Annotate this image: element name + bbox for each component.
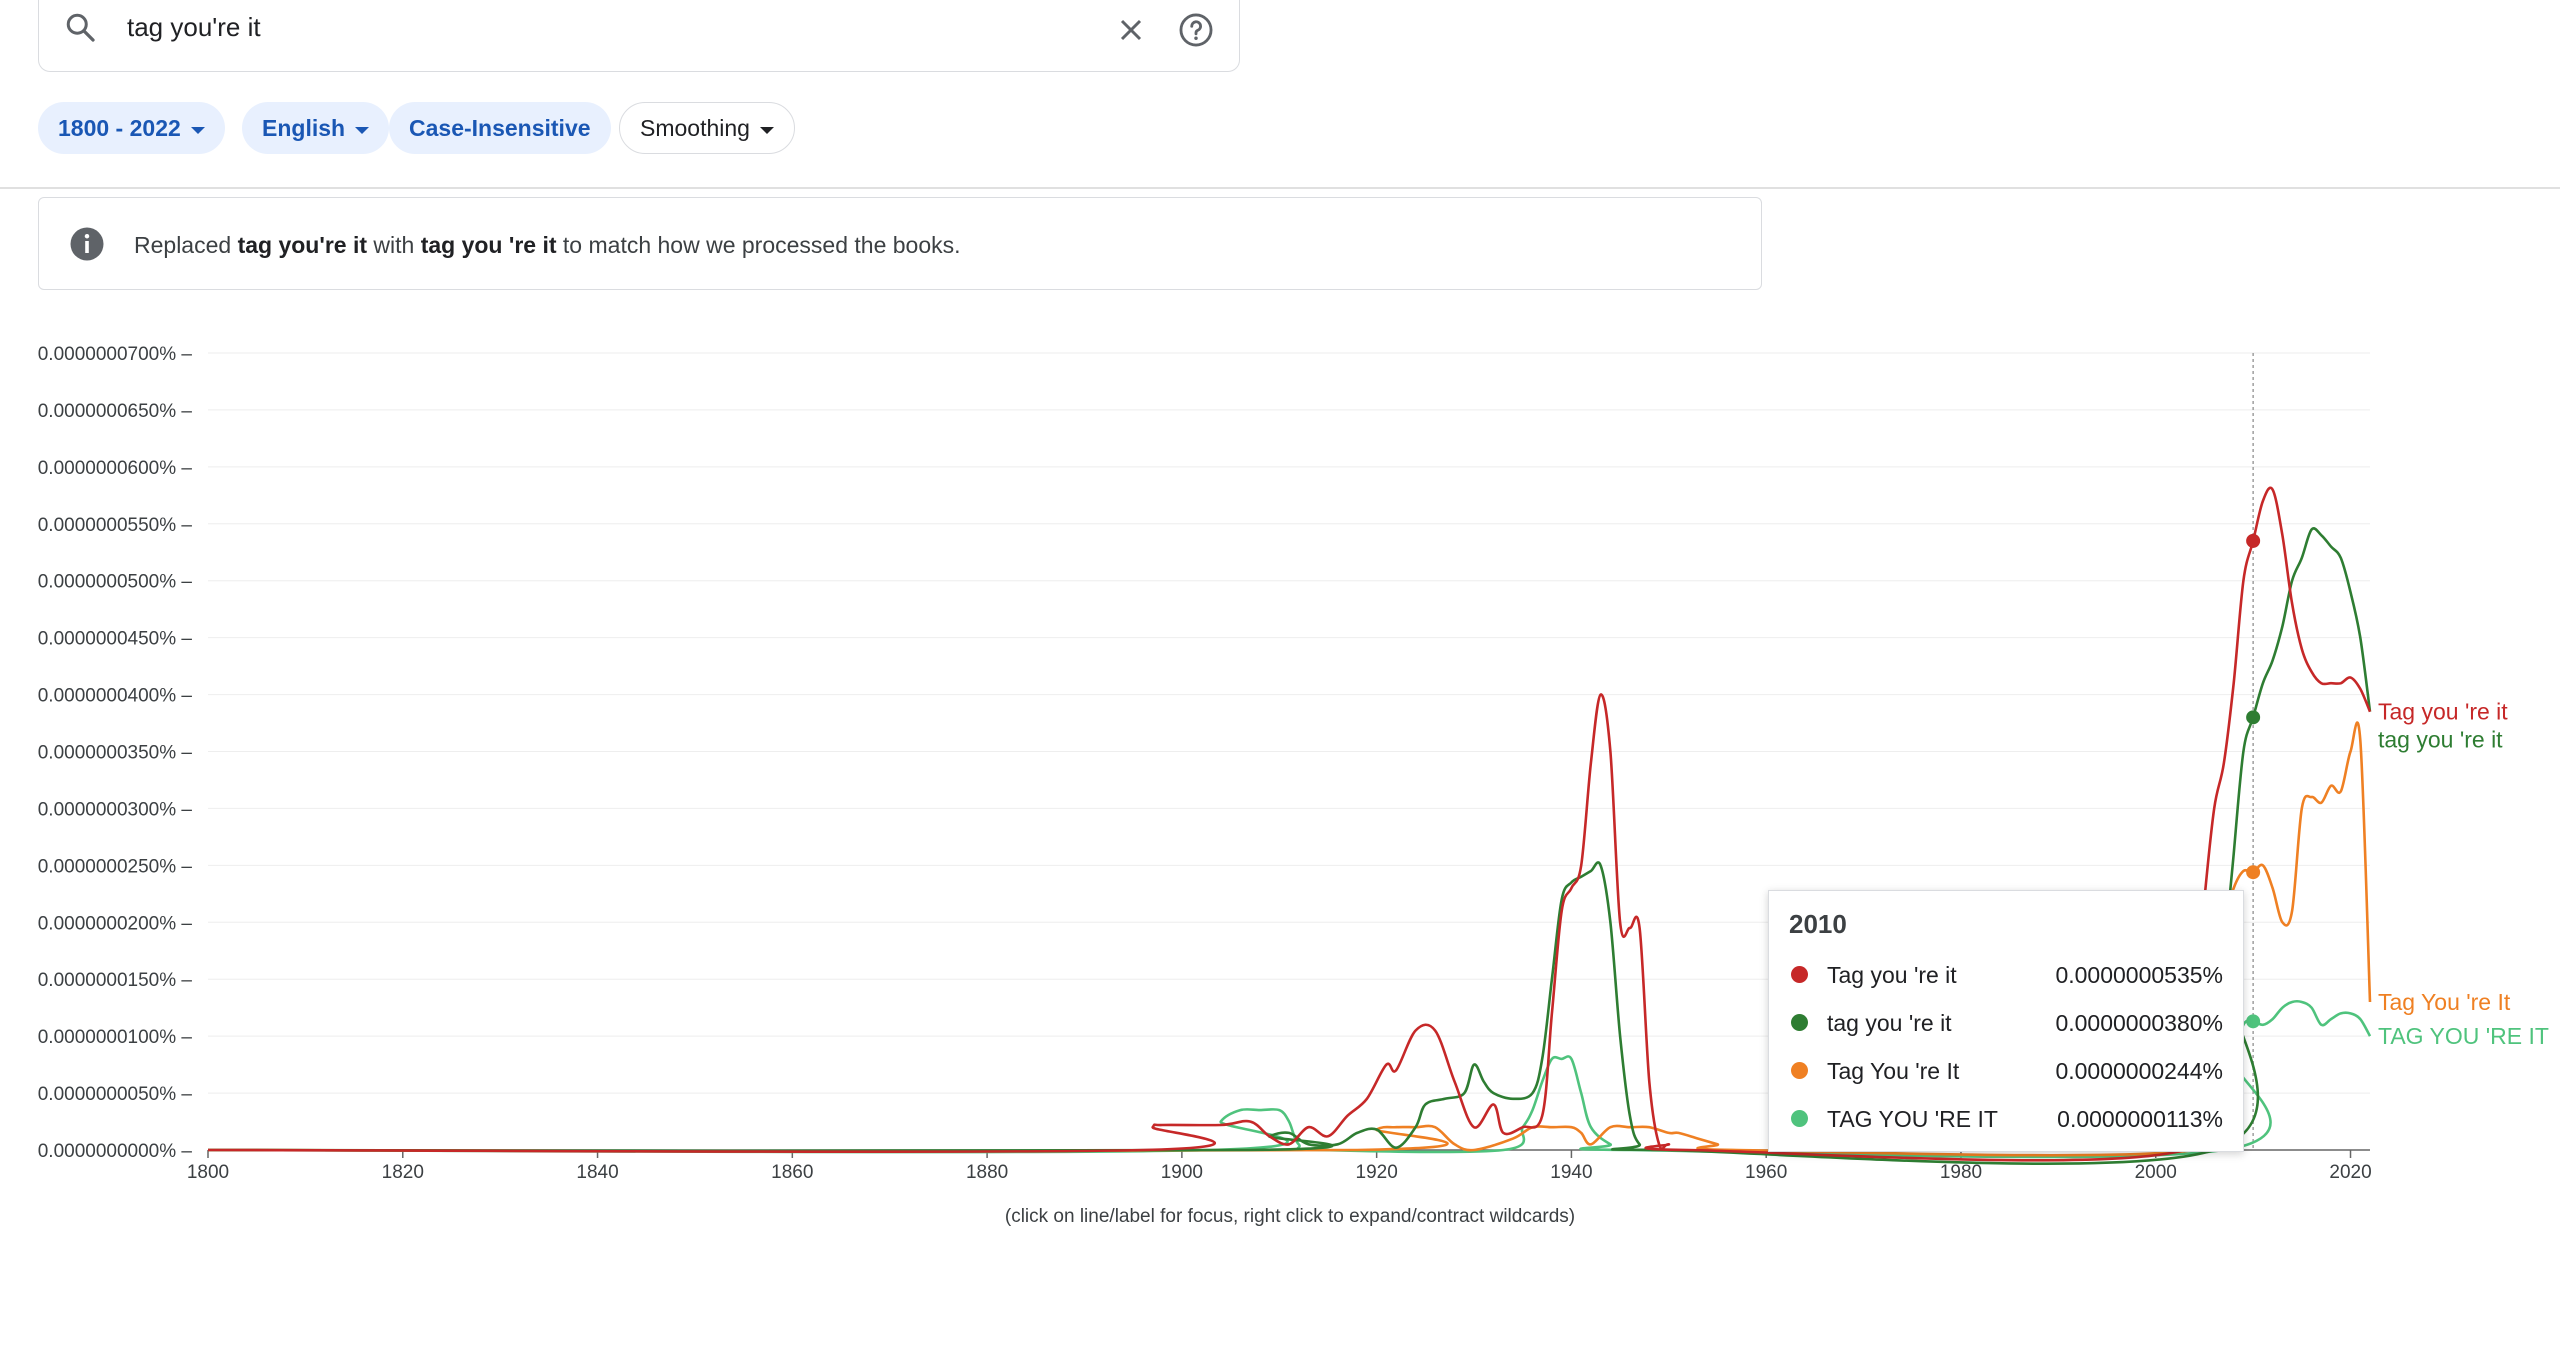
divider	[0, 187, 2560, 189]
y-tick-label: 0.0000000450% –	[38, 629, 193, 650]
series-dot	[1791, 1014, 1808, 1031]
tooltip-series-value: 0.0000000380%	[2055, 1010, 2223, 1036]
y-tick-label: 0.0000000600% –	[38, 458, 193, 479]
chevron-down-icon	[190, 126, 205, 134]
series-end-label[interactable]: TAG YOU 'RE IT	[2378, 1023, 2549, 1049]
series-line	[207, 527, 2372, 1166]
series-line	[207, 721, 2372, 1157]
y-tick-label: 0.0000000000% –	[38, 1141, 193, 1162]
tooltip-year: 2010	[1789, 909, 1847, 939]
x-tick-label: 1920	[1356, 1162, 1398, 1183]
y-tick-label: 0.0000000650% –	[38, 401, 193, 422]
focus-marker	[2246, 533, 2261, 548]
tooltip-series-name: Tag you 're it	[1827, 962, 1957, 988]
tooltip-series-value: 0.0000000535%	[2055, 962, 2223, 988]
year-range-dropdown[interactable]: 1800 - 2022	[38, 102, 225, 154]
y-tick-label: 0.0000000500% –	[38, 572, 193, 593]
chart-footnote: (click on line/label for focus, right cl…	[1004, 1206, 1576, 1227]
y-tick-label: 0.0000000050% –	[38, 1084, 193, 1105]
x-tick-label: 1800	[187, 1162, 229, 1183]
focus-marker	[2246, 710, 2261, 725]
x-tick-label: 1960	[1745, 1162, 1787, 1183]
x-tick-label: 1980	[1940, 1162, 1982, 1183]
search-icon	[66, 13, 95, 42]
series-dot	[1791, 1110, 1808, 1127]
smoothing-dropdown[interactable]: Smoothing	[619, 102, 795, 154]
x-tick-label: 1820	[382, 1162, 424, 1183]
search-box[interactable]: tag you're it	[38, 0, 1240, 72]
tooltip-series-name: TAG YOU 'RE IT	[1827, 1106, 1998, 1132]
year-range-label: 1800 - 2022	[58, 114, 181, 141]
info-banner: Replaced tag you're it with tag you 're …	[38, 197, 1762, 290]
focus-marker	[2246, 865, 2261, 880]
tooltip-row: tag you 're it 0.0000000380%	[1769, 1005, 2245, 1045]
case-insensitive-toggle[interactable]: Case-Insensitive	[389, 102, 611, 154]
tooltip-row: TAG YOU 'RE IT 0.0000000113%	[1769, 1101, 2245, 1141]
tooltip-row: Tag you 're it 0.0000000535%	[1769, 957, 2245, 997]
y-tick-label: 0.0000000200% –	[38, 913, 193, 934]
info-prefix: Replaced	[134, 232, 232, 258]
x-tick-label: 2020	[2329, 1162, 2371, 1183]
close-icon[interactable]	[1113, 12, 1149, 48]
x-tick-label: 1940	[1550, 1162, 1592, 1183]
series-dot	[1791, 1062, 1808, 1079]
info-icon	[70, 227, 104, 261]
help-icon[interactable]	[1177, 11, 1215, 49]
y-tick-label: 0.0000000300% –	[38, 799, 193, 820]
chevron-down-icon	[759, 126, 774, 134]
info-middle: with	[373, 232, 415, 258]
info-replacement: tag you 're it	[420, 232, 557, 258]
chevron-down-icon	[355, 126, 370, 134]
series-end-label[interactable]: tag you 're it	[2378, 727, 2503, 753]
x-tick-label: 1900	[1161, 1162, 1203, 1183]
language-label: English	[262, 114, 346, 141]
y-tick-label: 0.0000000400% –	[38, 686, 193, 707]
y-tick-label: 0.0000000350% –	[38, 743, 193, 764]
smoothing-label: Smoothing	[640, 114, 750, 141]
info-original: tag you're it	[237, 232, 368, 258]
y-tick-label: 0.0000000100% –	[38, 1027, 193, 1048]
language-dropdown[interactable]: English	[242, 102, 390, 154]
x-tick-label: 1840	[576, 1162, 618, 1183]
info-suffix: to match how we processed the books.	[562, 232, 961, 258]
search-input[interactable]: tag you're it	[127, 12, 261, 42]
y-tick-label: 0.0000000550% –	[38, 515, 193, 536]
info-message: Replaced tag you're it with tag you 're …	[134, 232, 961, 259]
tooltip-series-name: Tag You 're It	[1827, 1058, 1960, 1084]
tooltip-row: Tag You 're It 0.0000000244%	[1769, 1053, 2245, 1093]
focus-marker	[2246, 1014, 2261, 1029]
series-end-label[interactable]: Tag you 're it	[2378, 699, 2508, 725]
series-line	[207, 999, 2372, 1159]
series-line	[207, 486, 2372, 1162]
y-tick-label: 0.0000000150% –	[38, 970, 193, 991]
x-tick-label: 2000	[2135, 1162, 2177, 1183]
x-tick-label: 1880	[966, 1162, 1008, 1183]
tooltip-series-value: 0.0000000244%	[2055, 1058, 2223, 1084]
case-label: Case-Insensitive	[409, 114, 591, 141]
hover-tooltip: 2010 Tag you 're it 0.0000000535% tag yo…	[1768, 890, 2244, 1152]
series-dot	[1791, 966, 1808, 983]
tooltip-series-name: tag you 're it	[1827, 1010, 1952, 1036]
x-tick-label: 1860	[771, 1162, 813, 1183]
y-tick-label: 0.0000000700% –	[38, 344, 193, 365]
series-end-label[interactable]: Tag You 're It	[2378, 989, 2511, 1015]
tooltip-series-value: 0.0000000113%	[2057, 1106, 2223, 1132]
y-tick-label: 0.0000000250% –	[38, 856, 193, 877]
